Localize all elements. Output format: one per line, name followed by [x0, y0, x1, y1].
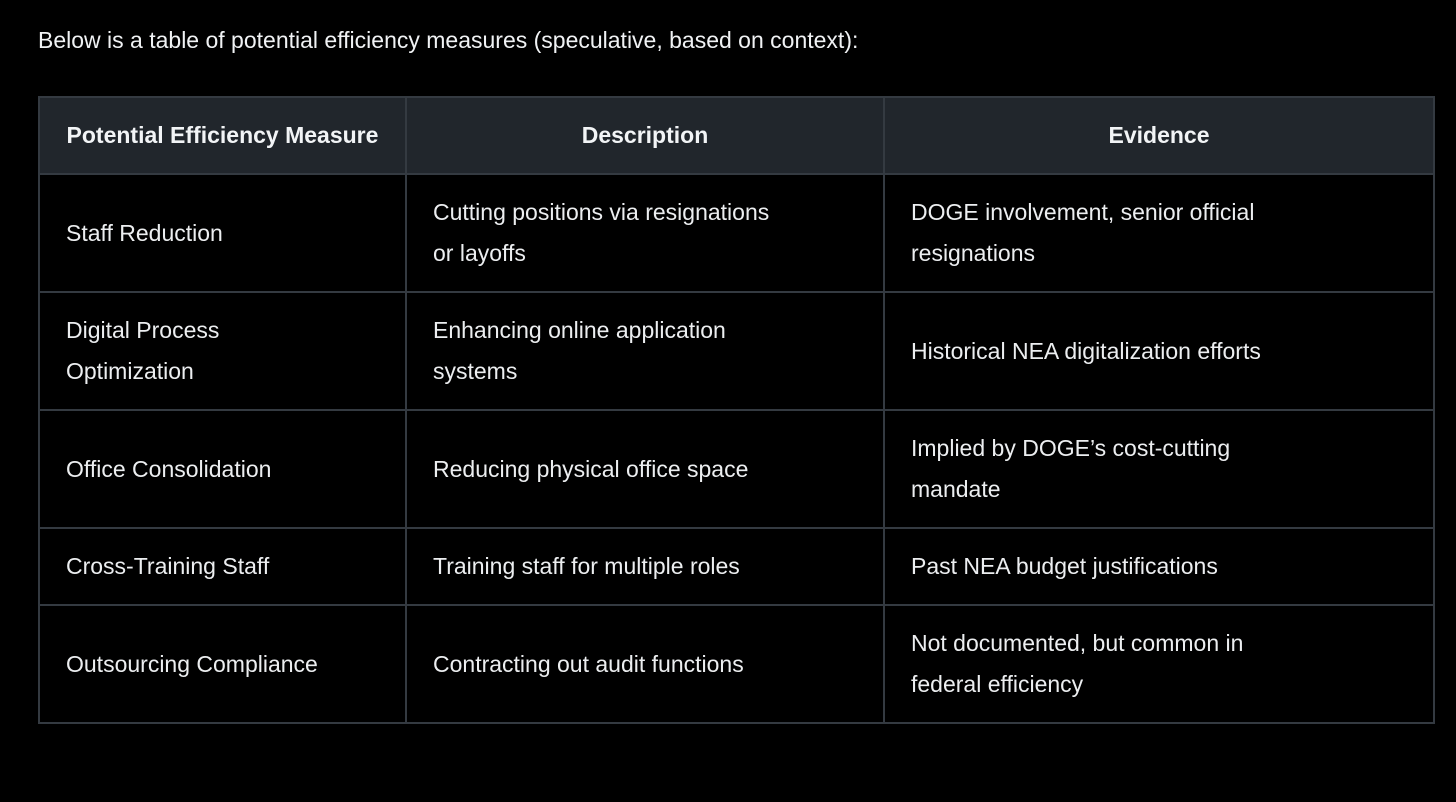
- table-row: Cross-Training Staff Training staff for …: [38, 527, 1435, 606]
- column-header-description: Description: [405, 96, 885, 175]
- table-row: Outsourcing Compliance Contracting out a…: [38, 604, 1435, 724]
- table-header-row: Potential Efficiency Measure Description…: [38, 96, 1435, 175]
- cell-description: Contracting out audit functions: [405, 604, 885, 724]
- column-header-measure: Potential Efficiency Measure: [38, 96, 407, 175]
- cell-evidence: Past NEA budget justifications: [883, 527, 1435, 606]
- cell-evidence: DOGE involvement, senior official resign…: [883, 173, 1435, 293]
- cell-description: Enhancing online application systems: [405, 291, 885, 411]
- cell-measure: Digital Process Optimization: [38, 291, 407, 411]
- cell-measure: Staff Reduction: [38, 173, 407, 293]
- cell-measure: Outsourcing Compliance: [38, 604, 407, 724]
- intro-text: Below is a table of potential efficiency…: [38, 27, 859, 53]
- cell-evidence: Historical NEA digitalization efforts: [883, 291, 1435, 411]
- cell-description: Cutting positions via resignations or la…: [405, 173, 885, 293]
- table-row: Digital Process Optimization Enhancing o…: [38, 291, 1435, 411]
- cell-measure: Office Consolidation: [38, 409, 407, 529]
- efficiency-measures-table: Potential Efficiency Measure Description…: [38, 96, 1435, 724]
- cell-description: Reducing physical office space: [405, 409, 885, 529]
- table-row: Staff Reduction Cutting positions via re…: [38, 173, 1435, 293]
- cell-evidence: Implied by DOGE’s cost-cutting mandate: [883, 409, 1435, 529]
- cell-measure: Cross-Training Staff: [38, 527, 407, 606]
- cell-evidence: Not documented, but common in federal ef…: [883, 604, 1435, 724]
- column-header-evidence: Evidence: [883, 96, 1435, 175]
- table-row: Office Consolidation Reducing physical o…: [38, 409, 1435, 529]
- cell-description: Training staff for multiple roles: [405, 527, 885, 606]
